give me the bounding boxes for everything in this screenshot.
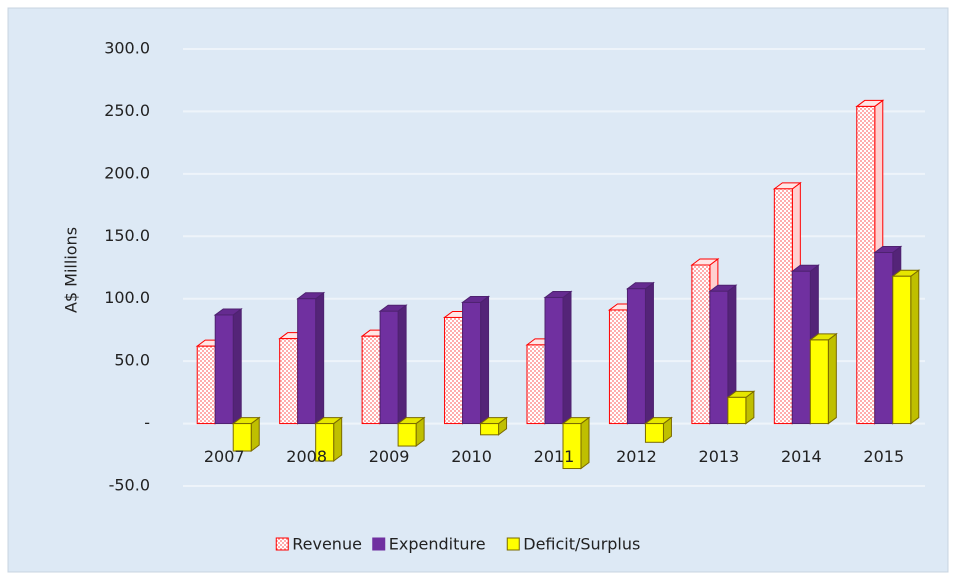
legend-swatch	[275, 537, 289, 551]
y-tick-label: 250.0	[104, 101, 150, 120]
legend-label: Revenue	[292, 535, 362, 554]
x-tick-label: 2007	[204, 447, 245, 466]
y-tick-label: 200.0	[104, 163, 150, 182]
bar-side	[480, 295, 490, 425]
bar-side	[397, 304, 407, 425]
bar	[397, 423, 417, 447]
y-tick-label: -50.0	[109, 476, 150, 495]
bar	[791, 270, 811, 425]
bar	[361, 335, 381, 425]
x-tick-label: 2008	[286, 447, 327, 466]
bar	[626, 288, 646, 425]
bar	[444, 316, 464, 425]
y-tick-label: 150.0	[104, 226, 150, 245]
bar	[727, 396, 747, 425]
bar	[874, 252, 894, 425]
x-tick-label: 2014	[781, 447, 822, 466]
bar-side	[333, 416, 343, 463]
bar	[214, 314, 234, 425]
y-tick-label: 100.0	[104, 288, 150, 307]
bar-side	[644, 281, 654, 425]
bar	[297, 298, 317, 425]
bar	[379, 310, 399, 425]
bar	[856, 105, 876, 425]
x-tick-label: 2013	[699, 447, 740, 466]
bar	[892, 275, 912, 425]
bar	[196, 345, 216, 425]
bar-side	[232, 307, 242, 425]
bar	[480, 423, 500, 436]
legend-label: Deficit/Surplus	[523, 535, 640, 554]
x-tick-label: 2012	[616, 447, 657, 466]
bar-side	[827, 332, 837, 425]
bar-side	[315, 291, 325, 425]
legend-swatch	[372, 537, 386, 551]
x-tick-label: 2010	[451, 447, 492, 466]
y-tick-label: 300.0	[104, 39, 150, 58]
bar	[608, 309, 628, 425]
x-tick-label: 2015	[863, 447, 904, 466]
bar	[315, 423, 335, 462]
x-tick-label: 2009	[369, 447, 410, 466]
legend-swatch	[506, 537, 520, 551]
bar	[809, 339, 829, 425]
bar	[462, 301, 482, 425]
legend-label: Expenditure	[389, 535, 486, 554]
bar-side	[910, 269, 920, 425]
bar-side	[580, 416, 590, 470]
bar-side	[562, 290, 572, 425]
bar	[526, 344, 546, 425]
bar	[644, 423, 664, 443]
bar	[544, 296, 564, 425]
y-tick-label: -	[144, 413, 150, 432]
bar	[562, 423, 582, 470]
y-tick-label: 50.0	[114, 351, 150, 370]
bar	[709, 290, 729, 425]
bar	[691, 264, 711, 425]
x-tick-label: 2011	[534, 447, 575, 466]
y-axis-label: A$ Millions	[62, 227, 81, 313]
bar	[279, 338, 299, 425]
bar	[232, 423, 252, 452]
bar	[773, 188, 793, 425]
